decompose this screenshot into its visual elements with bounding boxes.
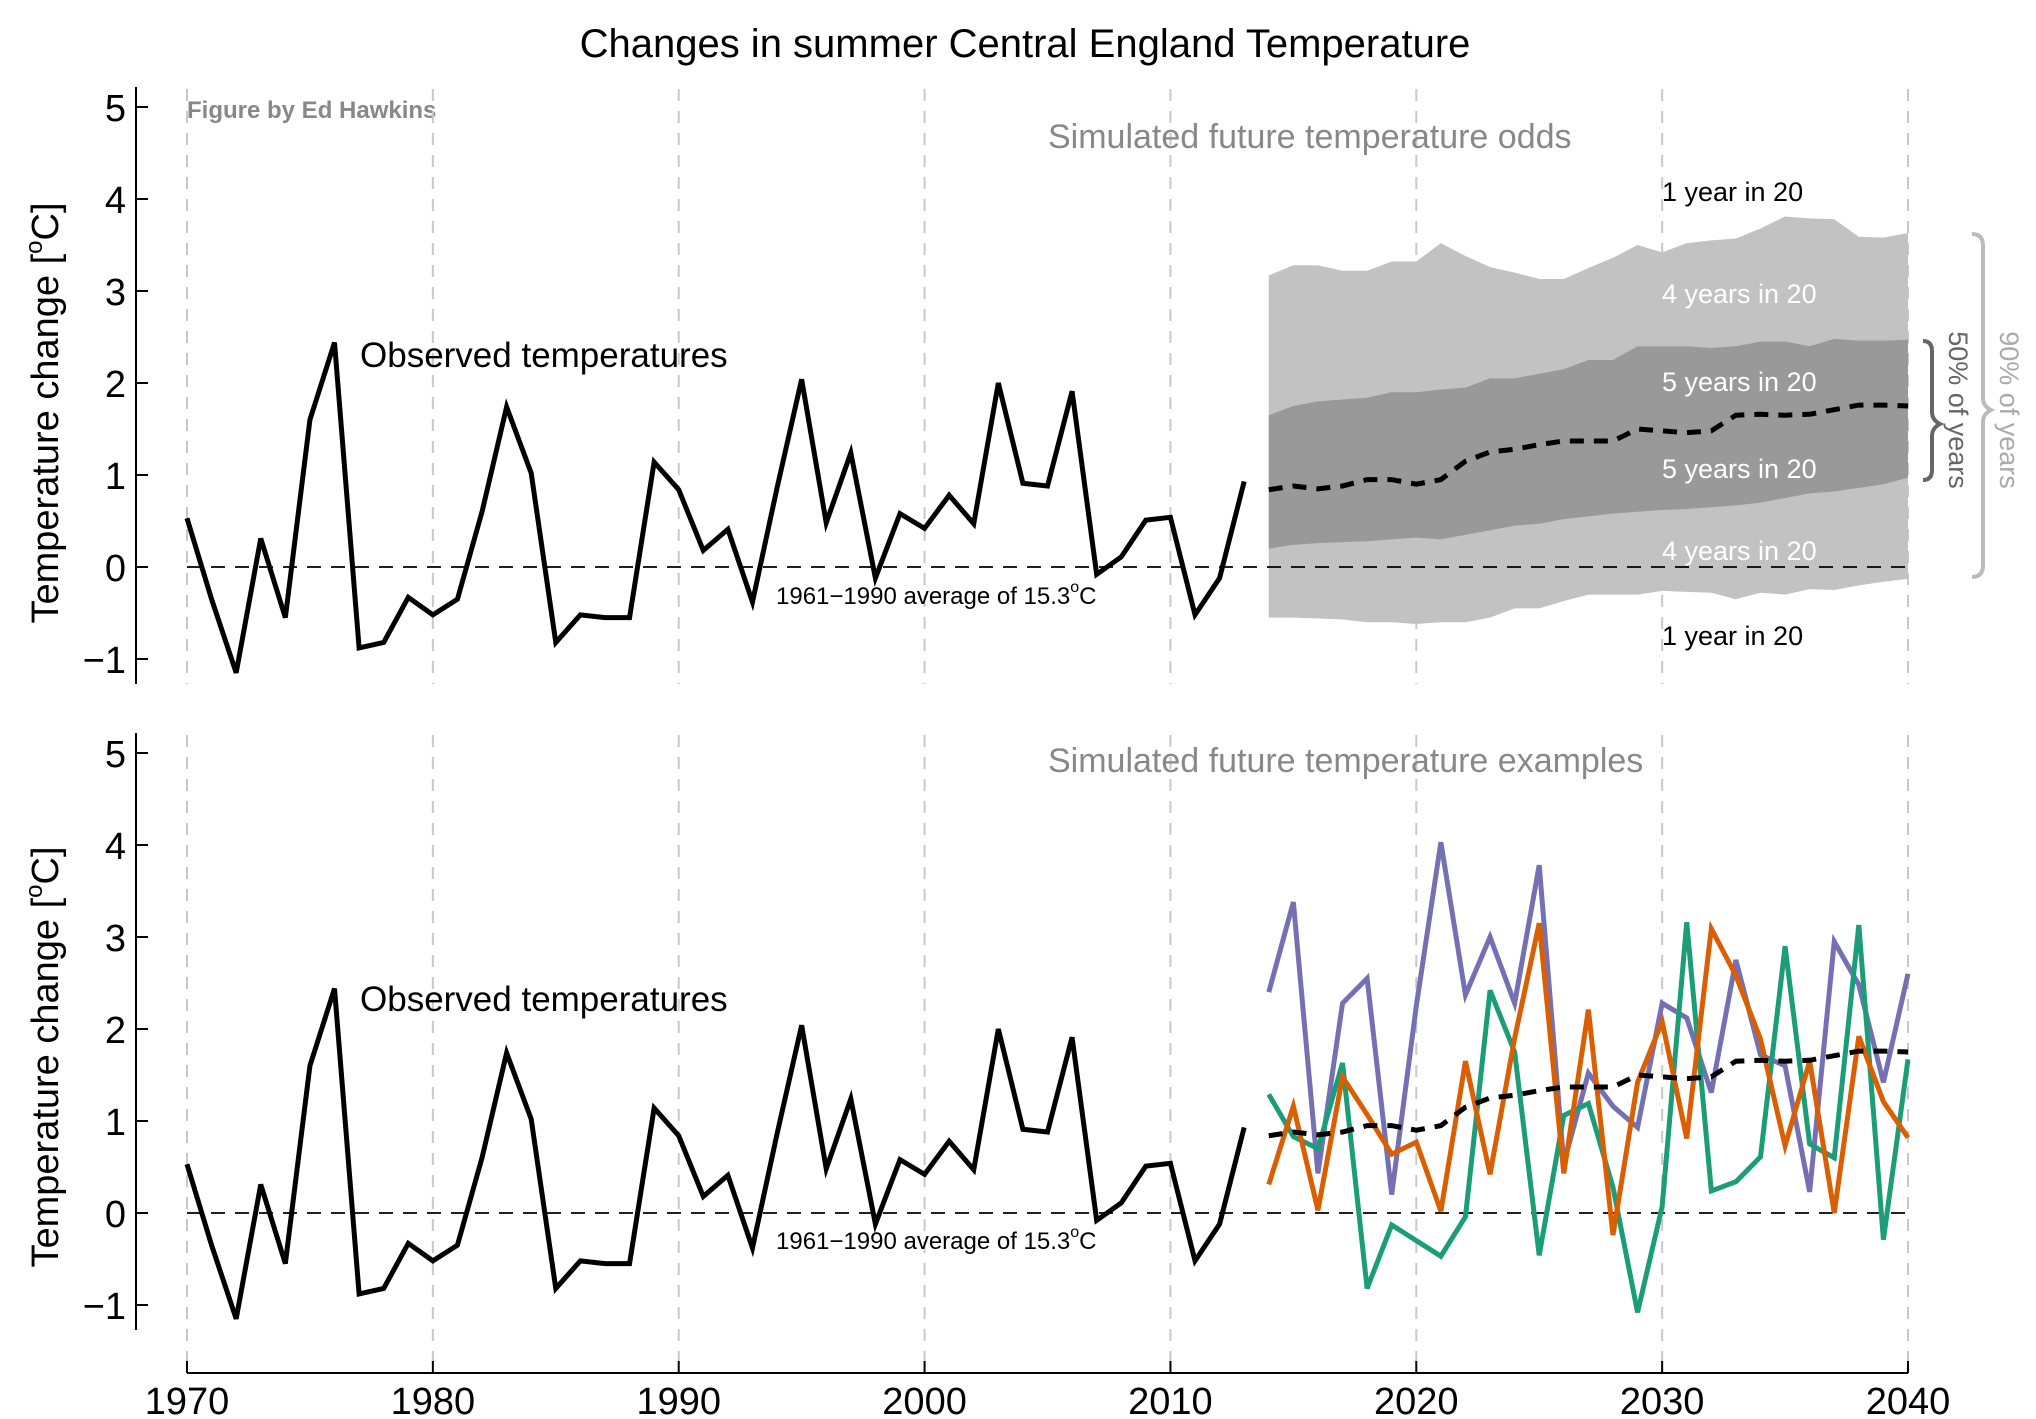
panel-subtitle: Simulated future temperature odds bbox=[1048, 118, 1572, 156]
y-tick-label: 1 bbox=[105, 456, 126, 498]
figure-credit: Figure by Ed Hawkins bbox=[187, 97, 436, 124]
baseline-label-end: C bbox=[1079, 1228, 1096, 1255]
series-line-observed-temperatures bbox=[184, 987, 1247, 1320]
band-label: 4 years in 20 bbox=[1662, 279, 1817, 309]
baseline-label-degree: o bbox=[1070, 1224, 1079, 1241]
y-tick-label: 2 bbox=[105, 1010, 126, 1052]
y-tick-label: 2 bbox=[105, 364, 126, 406]
band-label: 4 years in 20 bbox=[1662, 536, 1817, 566]
x-tick-label: 2030 bbox=[1620, 1381, 1705, 1419]
brace-50-percent bbox=[1922, 339, 1945, 482]
series-line-observed-temperatures bbox=[184, 341, 1247, 674]
y-tick-label: −1 bbox=[83, 1286, 126, 1328]
y-axis-label: Temperature change [oC] bbox=[21, 846, 67, 1267]
band-label: 5 years in 20 bbox=[1662, 367, 1817, 397]
baseline-label-main: 1961−1990 average of 15.3 bbox=[776, 1228, 1070, 1255]
x-tick-label: 2000 bbox=[882, 1381, 967, 1419]
brace-50-label: 50% of years bbox=[1943, 331, 1973, 489]
x-tick-label: 1990 bbox=[636, 1381, 721, 1419]
y-tick-label: −1 bbox=[83, 640, 126, 682]
y-axis-label-end: C] bbox=[25, 846, 67, 884]
y-tick-label: 4 bbox=[105, 180, 126, 222]
y-tick-label: 1 bbox=[105, 1102, 126, 1144]
band-50-percent bbox=[1268, 338, 1908, 549]
series-line-purple bbox=[1266, 841, 1911, 1195]
y-axis-label-degree: o bbox=[21, 240, 48, 253]
baseline-label: 1961−1990 average of 15.3oC bbox=[776, 579, 1097, 610]
x-tick-label: 1980 bbox=[391, 1381, 476, 1419]
y-tick-label: 4 bbox=[105, 826, 126, 868]
baseline-label-degree: o bbox=[1070, 579, 1079, 596]
panel-subtitle: Simulated future temperature examples bbox=[1048, 742, 1643, 780]
y-tick-label: 3 bbox=[105, 918, 126, 960]
y-axis-label-main: Temperature change [ bbox=[25, 897, 67, 1267]
y-tick-label: 0 bbox=[105, 1194, 126, 1236]
y-axis-label: Temperature change [oC] bbox=[21, 202, 67, 623]
y-axis-label-end: C] bbox=[25, 202, 67, 240]
y-tick-label: 5 bbox=[105, 88, 126, 130]
y-tick-label: 0 bbox=[105, 548, 126, 590]
observed-label: Observed temperatures bbox=[360, 980, 728, 1019]
baseline-label-end: C bbox=[1079, 583, 1096, 610]
brace-90-label: 90% of years bbox=[1994, 331, 2024, 489]
x-tick-label: 2020 bbox=[1374, 1381, 1459, 1419]
band-label: 5 years in 20 bbox=[1662, 454, 1817, 484]
series-line-median bbox=[1268, 1048, 1909, 1139]
series-line-median bbox=[1268, 402, 1909, 493]
brace-90-percent bbox=[1971, 232, 1996, 579]
series-line-green bbox=[1266, 922, 1911, 1313]
observed-label: Observed temperatures bbox=[360, 336, 728, 375]
x-tick-label: 1970 bbox=[145, 1381, 230, 1419]
y-axis-label-degree: o bbox=[21, 884, 48, 897]
chart-title: Changes in summer Central England Temper… bbox=[580, 22, 1471, 66]
y-tick-label: 3 bbox=[105, 272, 126, 314]
x-tick-label: 2010 bbox=[1128, 1381, 1213, 1419]
y-tick-label: 5 bbox=[105, 734, 126, 776]
y-axis-label-main: Temperature change [ bbox=[25, 253, 67, 623]
band-label: 1 year in 20 bbox=[1662, 621, 1803, 651]
baseline-label-main: 1961−1990 average of 15.3 bbox=[776, 583, 1070, 610]
x-tick-label: 2040 bbox=[1866, 1381, 1951, 1419]
band-label: 1 year in 20 bbox=[1662, 177, 1803, 207]
baseline-label: 1961−1990 average of 15.3oC bbox=[776, 1224, 1097, 1255]
